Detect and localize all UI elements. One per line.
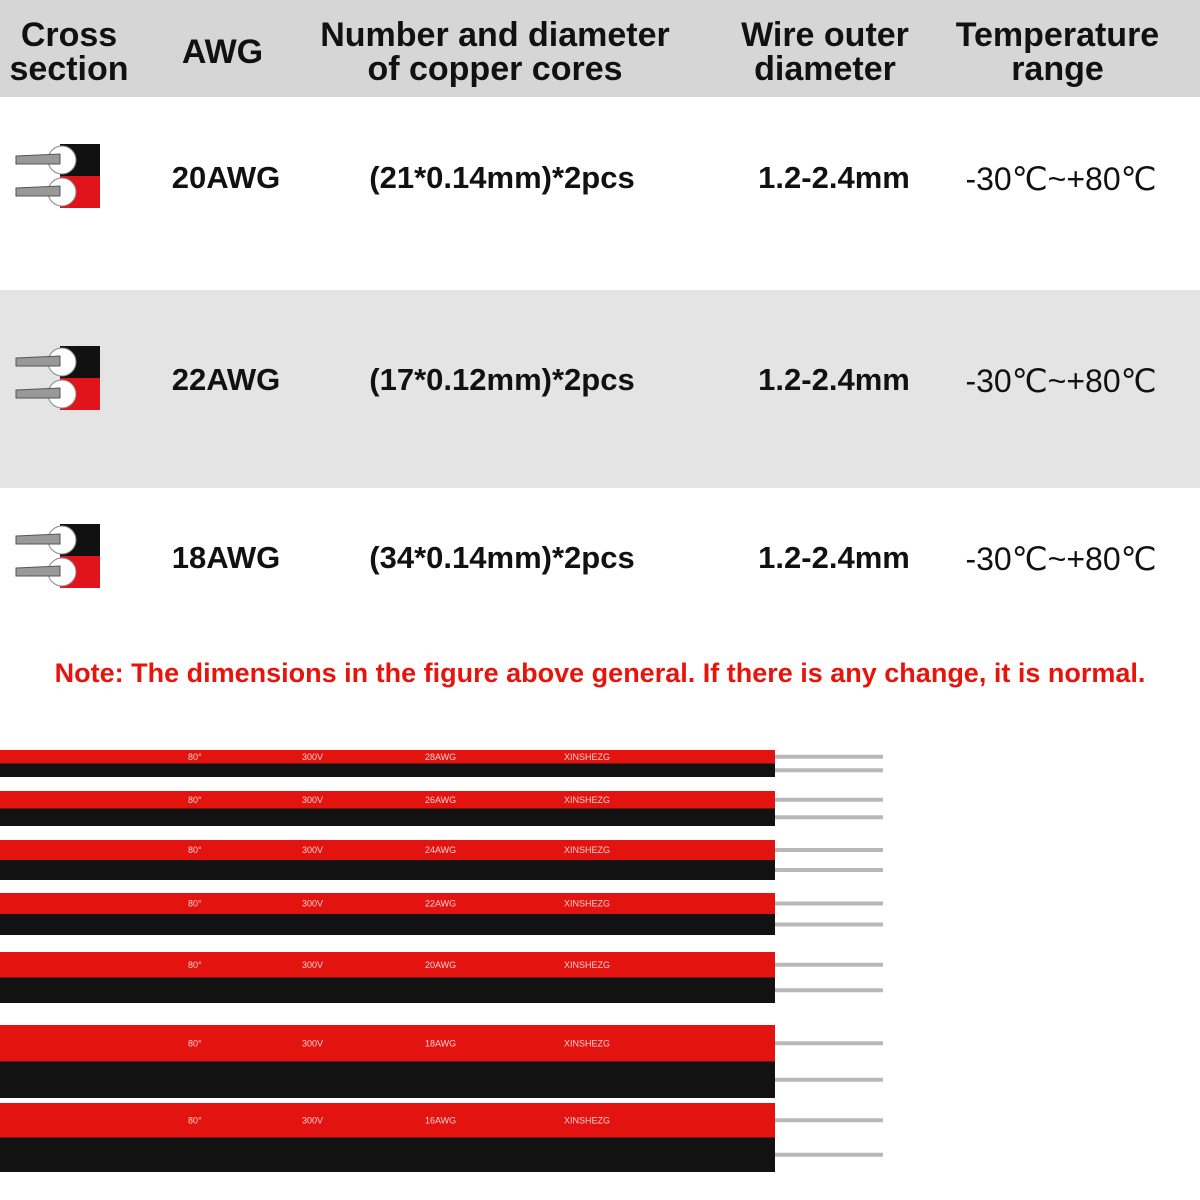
cross-section-icon xyxy=(15,346,100,410)
wire-black xyxy=(0,763,775,777)
wire-print: 80° xyxy=(188,845,202,855)
wire-print: XINSHEZG xyxy=(564,1115,610,1125)
wire-print: XINSHEZG xyxy=(564,1038,610,1048)
wire-black xyxy=(0,808,775,826)
wire-print: 26AWG xyxy=(425,795,456,805)
conductor xyxy=(775,1041,883,1046)
wire-print: 24AWG xyxy=(425,845,456,855)
wire-print: 80° xyxy=(188,1115,202,1125)
table-cell: (21*0.14mm)*2pcs xyxy=(369,160,635,195)
wire-black xyxy=(0,860,775,880)
wire-print: 80° xyxy=(188,899,202,909)
wire-black xyxy=(0,914,775,935)
table-cell: 1.2-2.4mm xyxy=(758,160,910,195)
table-cell: -30℃~+80℃ xyxy=(965,363,1157,399)
conductor xyxy=(775,1118,883,1123)
table-cell: (34*0.14mm)*2pcs xyxy=(369,540,635,575)
conductor xyxy=(775,868,883,872)
table-cell: 18AWG xyxy=(171,540,281,575)
table-cell: 22AWG xyxy=(171,362,281,397)
wire-red xyxy=(0,952,775,978)
column-header: Cross section xyxy=(9,16,129,88)
wire-print: 80° xyxy=(188,795,202,805)
wire-red xyxy=(0,1103,775,1138)
table-cell: -30℃~+80℃ xyxy=(965,541,1157,577)
wire-print: 80° xyxy=(188,752,202,762)
wire-print: 80° xyxy=(188,1038,202,1048)
wire-print: 300V xyxy=(302,752,323,762)
wire-print: 300V xyxy=(302,1115,323,1125)
column-header: AWG xyxy=(181,33,264,71)
table-cell: 20AWG xyxy=(171,160,281,195)
conductor xyxy=(775,848,883,852)
table-cell: 1.2-2.4mm xyxy=(758,540,910,575)
wire-print: XINSHEZG xyxy=(564,960,610,970)
wire-print: 300V xyxy=(302,899,323,909)
conductor xyxy=(775,754,883,759)
table-cell: (17*0.12mm)*2pcs xyxy=(369,362,635,397)
wire-red xyxy=(0,750,775,764)
conductor xyxy=(775,901,883,906)
wire-print: 300V xyxy=(302,960,323,970)
wire-red xyxy=(0,893,775,914)
column-header: Number and diameter of copper cores xyxy=(320,16,670,88)
row-bg xyxy=(0,290,1200,488)
conductor xyxy=(775,1077,883,1082)
wire-photo: 80° 300V 28AWG XINSHEZG 80° 300V 26AWG XINSHEZG… xyxy=(0,750,883,1172)
conductor xyxy=(775,768,883,773)
wire-print: 80° xyxy=(188,960,202,970)
wire-print: 16AWG xyxy=(425,1115,456,1125)
wire-print: 300V xyxy=(302,1038,323,1048)
wire-red xyxy=(0,1025,775,1062)
conductor xyxy=(775,797,883,802)
wire-black xyxy=(0,1061,775,1098)
wire-print: XINSHEZG xyxy=(564,795,610,805)
column-header: Temperature range xyxy=(955,16,1160,88)
cross-section-icon xyxy=(15,524,100,588)
note: Note: The dimensions in the figure above… xyxy=(54,658,1146,688)
table-cell: -30℃~+80℃ xyxy=(965,161,1157,197)
wire-print: 18AWG xyxy=(425,1038,456,1048)
conductor xyxy=(775,1152,883,1157)
conductor xyxy=(775,988,883,993)
column-header: Wire outer diameter xyxy=(741,16,909,88)
table-cell: 1.2-2.4mm xyxy=(758,362,910,397)
cross-section-icon xyxy=(15,144,100,208)
wire-print: XINSHEZG xyxy=(564,845,610,855)
wire-red xyxy=(0,791,775,809)
conductor xyxy=(775,922,883,927)
wire-print: XINSHEZG xyxy=(564,752,610,762)
wire-print: 28AWG xyxy=(425,752,456,762)
wire-red xyxy=(0,840,775,860)
wire-print: 20AWG xyxy=(425,960,456,970)
wire-black xyxy=(0,1137,775,1172)
conductor xyxy=(775,962,883,967)
wire-print: 22AWG xyxy=(425,899,456,909)
wire-print: 300V xyxy=(302,795,323,805)
wire-print: XINSHEZG xyxy=(564,899,610,909)
conductor xyxy=(775,815,883,820)
wire-print: 300V xyxy=(302,845,323,855)
header-bg xyxy=(0,0,1200,97)
wire-black xyxy=(0,977,775,1003)
